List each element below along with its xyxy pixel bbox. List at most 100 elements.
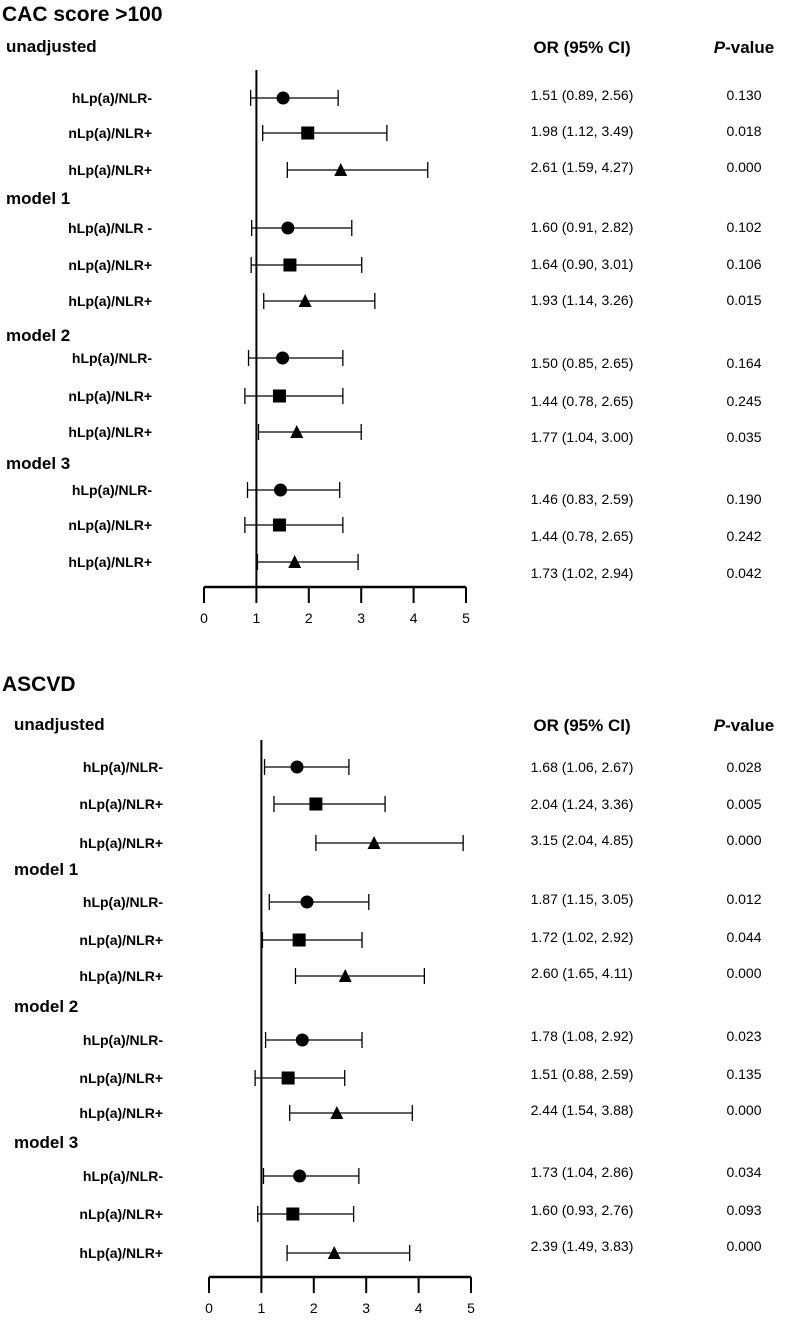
- point-estimate-triangle: [290, 425, 304, 438]
- p-value: 0.242: [726, 528, 761, 544]
- row-label: hLp(a)/NLR+: [68, 162, 152, 178]
- p-value: 0.093: [726, 1202, 761, 1218]
- x-tick-label: 2: [305, 610, 313, 626]
- row-label: hLp(a)/NLR-: [72, 482, 152, 498]
- point-estimate-triangle: [367, 836, 381, 849]
- point-estimate-square: [292, 933, 306, 947]
- or-ci-value: 1.73 (1.02, 2.94): [531, 565, 634, 581]
- p-value: 0.130: [726, 87, 761, 103]
- p-header-rest: -value: [725, 38, 774, 57]
- point-estimate-circle: [295, 1033, 309, 1047]
- point-estimate-square: [301, 126, 315, 140]
- p-header-italic: P: [714, 716, 726, 735]
- x-tick-label: 0: [205, 1300, 213, 1316]
- or-ci-value: 2.60 (1.65, 4.11): [531, 965, 633, 981]
- or-ci-value: 1.98 (1.12, 3.49): [531, 123, 634, 139]
- row-label: nLp(a)/NLR+: [68, 517, 152, 533]
- p-value: 0.106: [726, 256, 761, 272]
- or-ci-value: 1.44 (0.78, 2.65): [531, 528, 634, 544]
- p-value: 0.245: [726, 393, 761, 409]
- forest-panel-1: CAC score >100 OR (95% CI) P-value 0 1 2 3 4 5 un…: [2, 3, 774, 626]
- p-value: 0.012: [726, 891, 761, 907]
- point-estimate-triangle: [327, 1246, 341, 1259]
- group-label: unadjusted: [14, 715, 105, 734]
- row-label: hLp(a)/NLR+: [68, 293, 152, 309]
- point-estimate-square: [272, 518, 286, 532]
- row-label: hLp(a)/NLR+: [79, 1245, 163, 1261]
- p-header-italic: P: [714, 38, 726, 57]
- point-estimate-square: [281, 1071, 295, 1085]
- row-label: hLp(a)/NLR-: [72, 350, 152, 366]
- p-value-column-header: P-value: [714, 38, 774, 57]
- or-column-header: OR (95% CI): [533, 716, 630, 735]
- point-estimate-circle: [293, 1169, 307, 1183]
- point-estimate-circle: [300, 895, 314, 909]
- or-ci-value: 1.51 (0.88, 2.59): [531, 1066, 634, 1082]
- row-label: hLp(a)/NLR-: [83, 1168, 163, 1184]
- p-value: 0.028: [726, 759, 761, 775]
- x-tick-label: 5: [462, 610, 470, 626]
- group-label: model 2: [6, 326, 70, 345]
- row-label: nLp(a)/NLR+: [79, 1206, 163, 1222]
- p-header-rest: -value: [725, 716, 774, 735]
- x-tick-label: 1: [253, 610, 261, 626]
- row-label: nLp(a)/NLR+: [79, 1070, 163, 1086]
- row-label: nLp(a)/NLR+: [68, 125, 152, 141]
- or-ci-value: 1.73 (1.04, 2.86): [531, 1164, 634, 1180]
- point-estimate-square: [286, 1207, 300, 1221]
- p-value: 0.005: [726, 796, 761, 812]
- or-ci-value: 2.04 (1.24, 3.36): [531, 796, 634, 812]
- x-tick-label: 3: [362, 1300, 370, 1316]
- group-label: model 3: [6, 454, 70, 473]
- or-ci-value: 1.50 (0.85, 2.65): [531, 355, 634, 371]
- x-tick-label: 2: [310, 1300, 318, 1316]
- point-estimate-triangle: [288, 555, 302, 568]
- or-ci-value: 1.60 (0.93, 2.76): [531, 1202, 634, 1218]
- point-estimate-circle: [290, 760, 304, 774]
- group-label: model 1: [6, 189, 70, 208]
- row-label: nLp(a)/NLR+: [79, 932, 163, 948]
- or-ci-value: 1.60 (0.91, 2.82): [531, 219, 634, 235]
- row-label: hLp(a)/NLR-: [83, 759, 163, 775]
- or-ci-value: 1.78 (1.08, 2.92): [531, 1028, 634, 1044]
- point-estimate-circle: [276, 91, 290, 105]
- or-ci-value: 1.68 (1.06, 2.67): [531, 759, 634, 775]
- point-estimate-circle: [274, 483, 288, 497]
- group-label: model 3: [14, 1133, 78, 1152]
- row-label: nLp(a)/NLR+: [79, 796, 163, 812]
- or-ci-value: 2.44 (1.54, 3.88): [531, 1102, 634, 1118]
- chart-title: CAC score >100: [2, 3, 163, 26]
- row-label: hLp(a)/NLR+: [68, 554, 152, 570]
- point-estimate-triangle: [338, 969, 352, 982]
- group-label: model 2: [14, 997, 78, 1016]
- point-estimate-triangle: [330, 1106, 344, 1119]
- p-value: 0.035: [726, 429, 761, 445]
- forest-panel-2: ASCVD OR (95% CI) P-value 0 1 2 3 4 5 unadjusted h…: [2, 673, 774, 1316]
- point-estimate-square: [309, 797, 323, 811]
- or-ci-value: 2.39 (1.49, 3.83): [531, 1238, 634, 1254]
- x-tick-label: 0: [200, 610, 208, 626]
- p-value: 0.000: [726, 965, 761, 981]
- p-value: 0.015: [726, 292, 761, 308]
- point-estimate-circle: [281, 221, 295, 235]
- point-estimate-triangle: [334, 163, 348, 176]
- or-ci-value: 1.77 (1.04, 3.00): [531, 429, 634, 445]
- x-tick-label: 4: [410, 610, 418, 626]
- p-value: 0.000: [726, 1238, 761, 1254]
- group-label: model 1: [14, 860, 78, 879]
- row-label: nLp(a)/NLR+: [68, 257, 152, 273]
- group-label: unadjusted: [6, 37, 97, 56]
- or-ci-value: 1.93 (1.14, 3.26): [531, 292, 634, 308]
- p-value-column-header: P-value: [714, 716, 774, 735]
- or-ci-value: 1.51 (0.89, 2.56): [531, 87, 634, 103]
- or-ci-value: 3.15 (2.04, 4.85): [531, 832, 634, 848]
- p-value: 0.135: [726, 1066, 761, 1082]
- or-ci-value: 1.87 (1.15, 3.05): [531, 891, 634, 907]
- row-label: hLp(a)/NLR+: [79, 835, 163, 851]
- row-label: nLp(a)/NLR+: [68, 388, 152, 404]
- row-label: hLp(a)/NLR+: [79, 968, 163, 984]
- p-value: 0.164: [726, 355, 761, 371]
- point-estimate-square: [283, 258, 297, 272]
- p-value: 0.000: [726, 1102, 761, 1118]
